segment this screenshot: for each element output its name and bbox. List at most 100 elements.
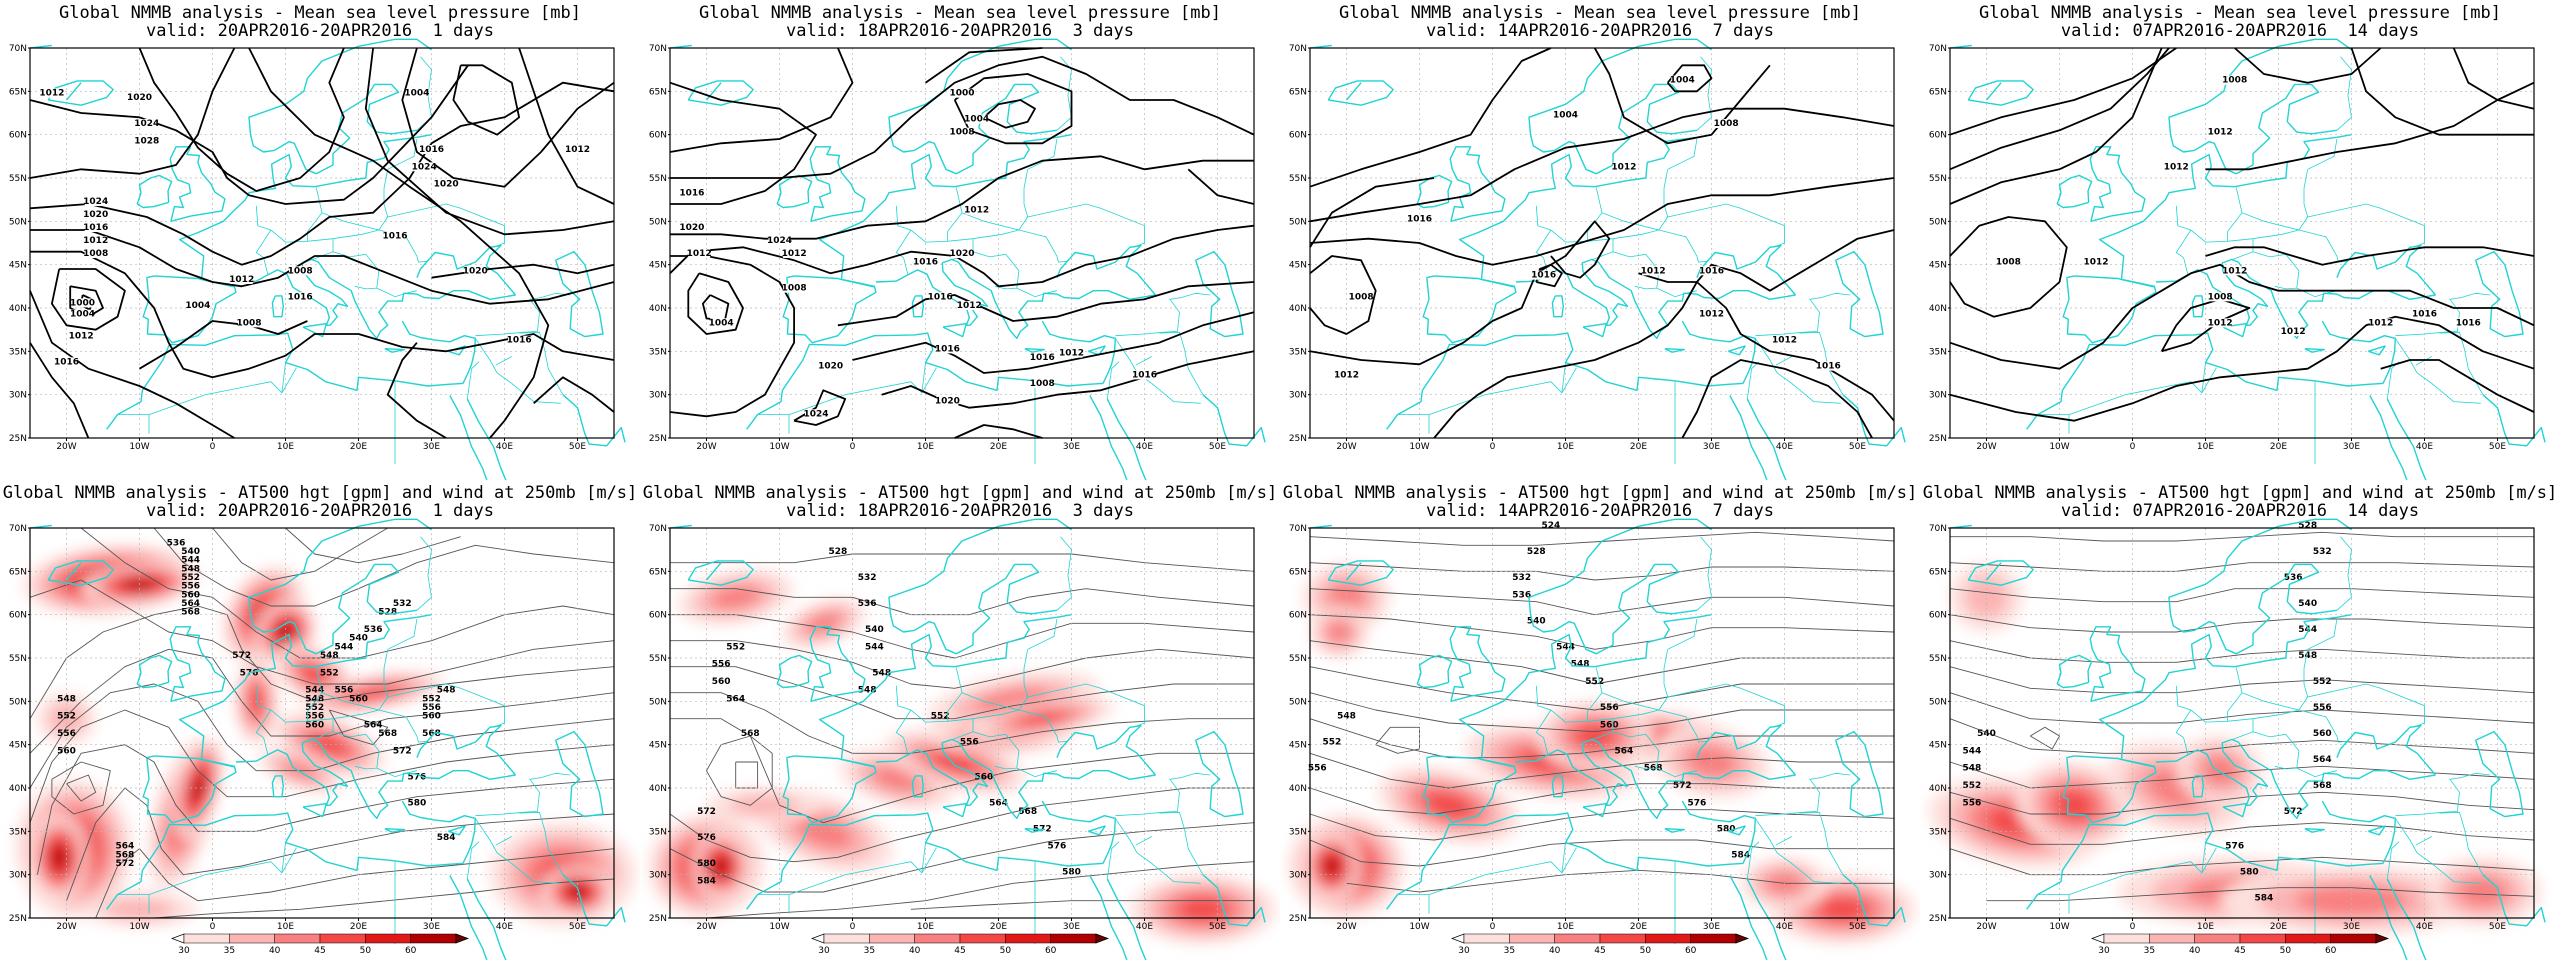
colorbar-label: 35 — [864, 946, 875, 956]
map-frame — [1309, 527, 1895, 919]
height-label: 568 — [2313, 781, 2332, 791]
height-label: 560 — [305, 720, 324, 730]
lat-label: 45N — [1289, 261, 1307, 271]
height-label: 572 — [2284, 807, 2303, 817]
height-label: 584 — [697, 876, 716, 886]
height-label: 544 — [335, 642, 354, 652]
lon-label: 20E — [990, 442, 1007, 452]
lat-label: 65N — [649, 567, 667, 577]
lon-label: 10E — [917, 442, 934, 452]
mslp-panel: Global NMMB analysis - Mean sea level pr… — [0, 0, 640, 480]
isobar-label: 1012 — [2208, 318, 2233, 328]
height-label: 564 — [116, 842, 135, 852]
isobar-label: 1012 — [229, 275, 254, 285]
isobar-label: 1008 — [2222, 76, 2247, 86]
lat-label: 65N — [1929, 87, 1947, 97]
lon-label: 10E — [2197, 442, 2214, 452]
isobar-label-bg — [464, 266, 487, 276]
lon-label: 30E — [1063, 442, 1080, 452]
lat-label: 55N — [9, 174, 27, 184]
isobar-label: 1020 — [127, 93, 152, 103]
isobar-label-bg — [2209, 127, 2232, 137]
isobar-label-bg — [1817, 361, 1840, 371]
isobar-label-bg — [135, 119, 158, 128]
lon-label: 40E — [1136, 442, 1153, 452]
height-label: 584 — [2255, 894, 2274, 904]
isobar-label-bg — [768, 236, 791, 245]
lat-label: 60N — [9, 611, 27, 621]
colorbar-label: 30 — [178, 946, 190, 956]
height-label: 544 — [181, 556, 200, 566]
panel-title: Global NMMB analysis - Mean sea level pr… — [1339, 3, 1861, 23]
lat-label: 25N — [1289, 914, 1307, 924]
colorbar: 30 35 40 45 50 60 — [171, 933, 469, 956]
panel-title: Global NMMB analysis - AT500 hgt [gpm] a… — [2, 483, 638, 503]
height-label: 548 — [305, 694, 324, 704]
height-label: 564 — [2313, 755, 2332, 765]
height-label: 540 — [2298, 599, 2317, 609]
map: 1012 1020 1024 1028 1024 1020 1016 1012 1008 1000… — [9, 38, 626, 480]
height-label: 580 — [2240, 868, 2259, 878]
lat-label: 40N — [1289, 304, 1307, 314]
lat-label: 70N — [9, 44, 27, 54]
lon-label: 20E — [350, 922, 367, 932]
lat-label: 70N — [1289, 44, 1307, 54]
isobar-label-bg — [2209, 292, 2232, 302]
isobar-label-bg — [405, 88, 428, 98]
height-label: 572 — [232, 651, 251, 661]
borders — [2037, 56, 2491, 464]
lon-label: 0 — [850, 922, 856, 932]
lon-label: 40E — [496, 922, 513, 932]
panel-title: Global NMMB analysis - AT500 hgt [gpm] a… — [642, 483, 1278, 503]
lat-label: 70N — [1289, 524, 1307, 534]
lon-label: 20E — [1630, 922, 1647, 932]
isobar-label: 1012 — [2368, 318, 2393, 328]
height-label: 584 — [1731, 850, 1750, 860]
height-label: 544 — [2298, 625, 2317, 635]
height-label: 548 — [1337, 712, 1356, 722]
map-frame — [669, 527, 1255, 919]
map-background — [1950, 48, 2534, 438]
isobar-label-bg — [951, 88, 973, 98]
height-label: 572 — [697, 807, 716, 817]
lat-label: 60N — [649, 131, 667, 141]
height-label: 556 — [1308, 764, 1327, 774]
isobar-label: 1008 — [949, 128, 974, 138]
map: 1016 1020 1012 1024 1000 1004 1008 1012 1020 1016… — [649, 38, 1266, 480]
isobar-label: 1004 — [404, 89, 429, 99]
height-label: 556 — [1600, 703, 1619, 713]
lat-label: 35N — [1929, 827, 1947, 837]
colorbar-label: 40 — [2189, 946, 2201, 956]
isobar-label-bg — [2209, 318, 2232, 328]
lat-label: 70N — [649, 44, 667, 54]
lat-label: 60N — [1929, 611, 1947, 621]
lat-label: 55N — [1929, 174, 1947, 184]
isobar-label-bg — [40, 88, 63, 98]
height-label: 560 — [181, 590, 200, 600]
lat-label: 25N — [649, 914, 667, 924]
isobar-label: 1008 — [1996, 258, 2021, 268]
borders — [757, 56, 1211, 464]
isobar-label-bg — [2369, 318, 2392, 328]
height-contours — [29, 527, 615, 919]
isobar-label: 1016 — [507, 336, 532, 346]
lat-label: 40N — [1929, 304, 1947, 314]
lat-label: 50N — [1289, 697, 1307, 707]
map-frame — [1949, 47, 2535, 439]
map: 528 532 536 540 544 548 552 556 560 564 568 572 576 5… — [1929, 518, 2546, 960]
lon-label: 40E — [1136, 922, 1153, 932]
lon-label: 10E — [277, 922, 294, 932]
panel-title: Global NMMB analysis - Mean sea level pr… — [699, 3, 1221, 23]
height-contours — [1949, 531, 2535, 902]
map-frame — [29, 47, 615, 439]
isobar-label: 1012 — [2164, 162, 2189, 172]
lat-label: 30N — [649, 391, 667, 401]
isobar-label: 1016 — [288, 292, 313, 302]
height-label: 580 — [1717, 824, 1736, 834]
z500-panel: Global NMMB analysis - AT500 hgt [gpm] a… — [1920, 480, 2560, 960]
lon-label: 40E — [1776, 922, 1793, 932]
lat-label: 25N — [9, 914, 27, 924]
lon-label: 30E — [423, 442, 440, 452]
isobar-label: 1012 — [1059, 349, 1084, 359]
height-label: 576 — [2225, 842, 2244, 852]
